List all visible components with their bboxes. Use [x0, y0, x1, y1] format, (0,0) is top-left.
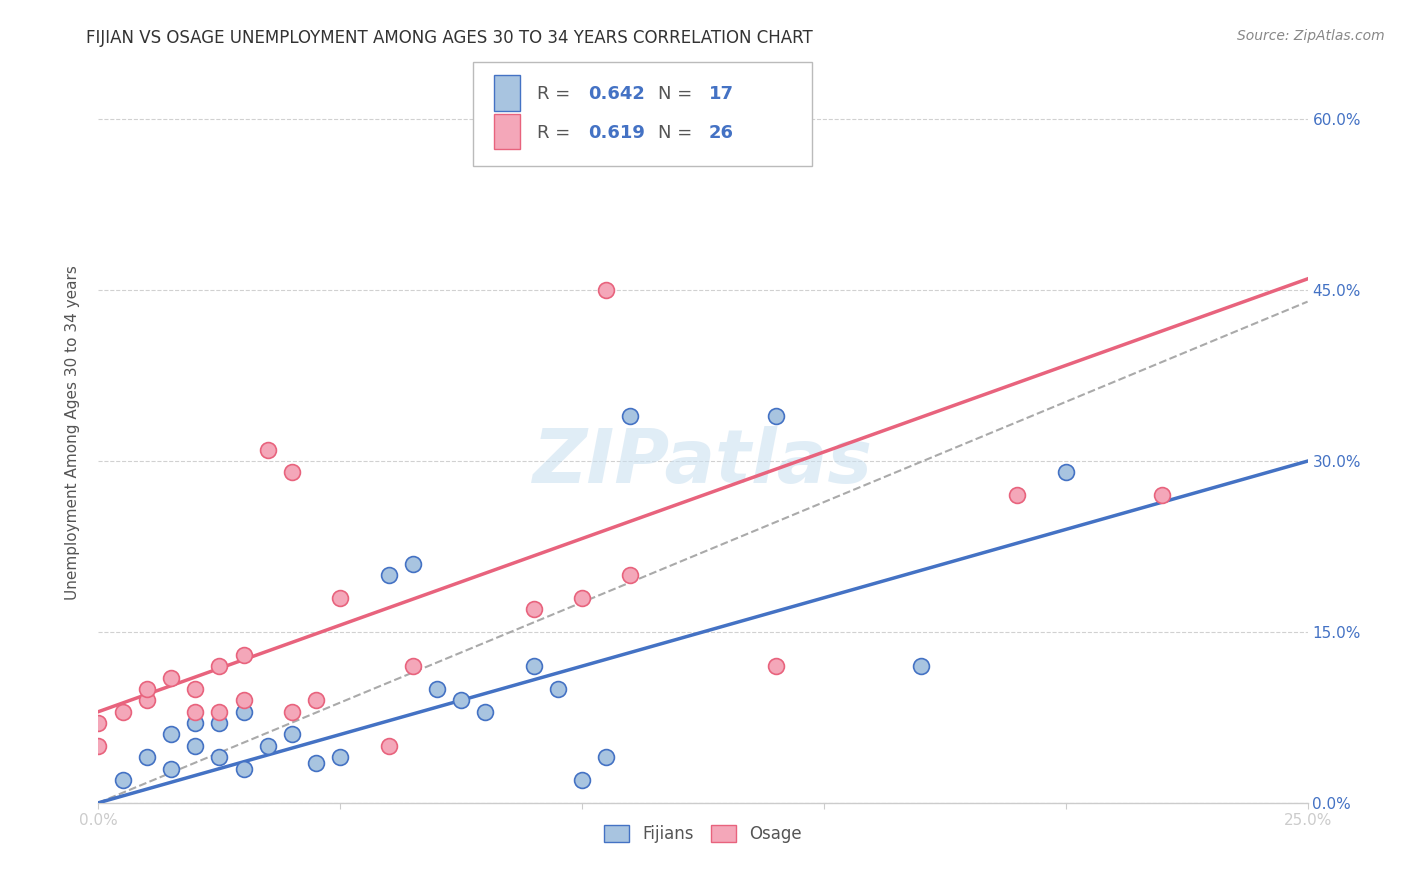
Text: ZIPatlas: ZIPatlas: [533, 425, 873, 499]
Point: [281, 705, 304, 719]
Point: [305, 756, 328, 770]
Point: [281, 466, 304, 480]
Point: [111, 772, 134, 787]
Text: 0.642: 0.642: [588, 86, 645, 103]
Point: [208, 716, 231, 731]
Point: [184, 716, 207, 731]
Point: [135, 750, 157, 764]
Point: [426, 681, 449, 696]
Point: [111, 705, 134, 719]
Point: [329, 750, 352, 764]
Point: [547, 681, 569, 696]
Point: [256, 739, 278, 753]
Point: [595, 283, 617, 297]
Text: R =: R =: [537, 124, 576, 142]
Point: [571, 772, 593, 787]
Point: [160, 727, 183, 741]
Y-axis label: Unemployment Among Ages 30 to 34 years: Unemployment Among Ages 30 to 34 years: [65, 265, 80, 600]
Point: [160, 762, 183, 776]
Point: [765, 409, 787, 423]
Point: [232, 762, 254, 776]
Text: N =: N =: [658, 124, 699, 142]
Point: [208, 659, 231, 673]
Point: [184, 681, 207, 696]
Point: [208, 750, 231, 764]
Point: [595, 750, 617, 764]
Point: [87, 739, 110, 753]
Point: [402, 557, 425, 571]
Point: [571, 591, 593, 605]
Text: 26: 26: [709, 124, 734, 142]
Point: [208, 705, 231, 719]
Point: [1007, 488, 1029, 502]
Point: [377, 739, 399, 753]
Point: [619, 409, 641, 423]
Point: [87, 716, 110, 731]
Point: [1152, 488, 1174, 502]
Point: [474, 705, 496, 719]
Point: [281, 727, 304, 741]
Text: FIJIAN VS OSAGE UNEMPLOYMENT AMONG AGES 30 TO 34 YEARS CORRELATION CHART: FIJIAN VS OSAGE UNEMPLOYMENT AMONG AGES …: [86, 29, 813, 47]
Point: [232, 705, 254, 719]
Point: [523, 602, 546, 616]
Point: [402, 659, 425, 673]
Point: [184, 705, 207, 719]
Text: R =: R =: [537, 86, 576, 103]
FancyBboxPatch shape: [494, 75, 520, 111]
Point: [523, 659, 546, 673]
FancyBboxPatch shape: [474, 62, 811, 166]
Point: [256, 442, 278, 457]
Point: [232, 648, 254, 662]
Point: [135, 693, 157, 707]
Point: [135, 681, 157, 696]
Point: [1054, 466, 1077, 480]
Point: [619, 568, 641, 582]
FancyBboxPatch shape: [494, 113, 520, 149]
Text: 0.619: 0.619: [588, 124, 645, 142]
Legend: Fijians, Osage: Fijians, Osage: [598, 819, 808, 850]
Point: [329, 591, 352, 605]
Point: [184, 739, 207, 753]
Point: [765, 659, 787, 673]
Point: [232, 693, 254, 707]
Text: N =: N =: [658, 86, 699, 103]
Text: Source: ZipAtlas.com: Source: ZipAtlas.com: [1237, 29, 1385, 43]
Point: [160, 671, 183, 685]
Point: [305, 693, 328, 707]
Text: 17: 17: [709, 86, 734, 103]
Point: [910, 659, 932, 673]
Point: [377, 568, 399, 582]
Point: [450, 693, 472, 707]
